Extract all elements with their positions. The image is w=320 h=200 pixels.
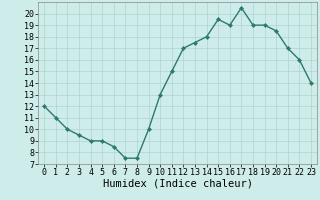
X-axis label: Humidex (Indice chaleur): Humidex (Indice chaleur)	[103, 179, 252, 189]
